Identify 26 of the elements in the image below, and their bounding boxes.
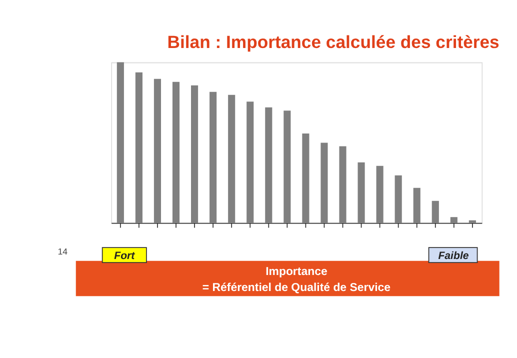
bar [320, 142, 328, 223]
bar [265, 107, 272, 223]
bar [284, 110, 291, 223]
bar [432, 200, 439, 223]
bar [413, 188, 420, 223]
chart-title: Bilan : Importance calculée des critères [167, 32, 500, 52]
bar [468, 220, 476, 223]
text: 14 [58, 246, 68, 257]
text: = Référentiel de Qualité de Service [202, 282, 390, 294]
bar [228, 94, 236, 223]
bar [172, 82, 180, 223]
bar [394, 175, 402, 223]
bar [246, 102, 254, 223]
bar [116, 62, 124, 223]
bar [358, 162, 365, 223]
bar [210, 92, 217, 223]
text: Faible [438, 250, 469, 262]
bar [135, 72, 142, 223]
bar [154, 78, 162, 223]
bar [450, 217, 458, 223]
bar [191, 85, 198, 223]
text: Importance [266, 266, 328, 278]
bar [339, 146, 346, 223]
bar [302, 133, 310, 223]
bar [376, 166, 384, 223]
text: Fort [114, 250, 136, 262]
